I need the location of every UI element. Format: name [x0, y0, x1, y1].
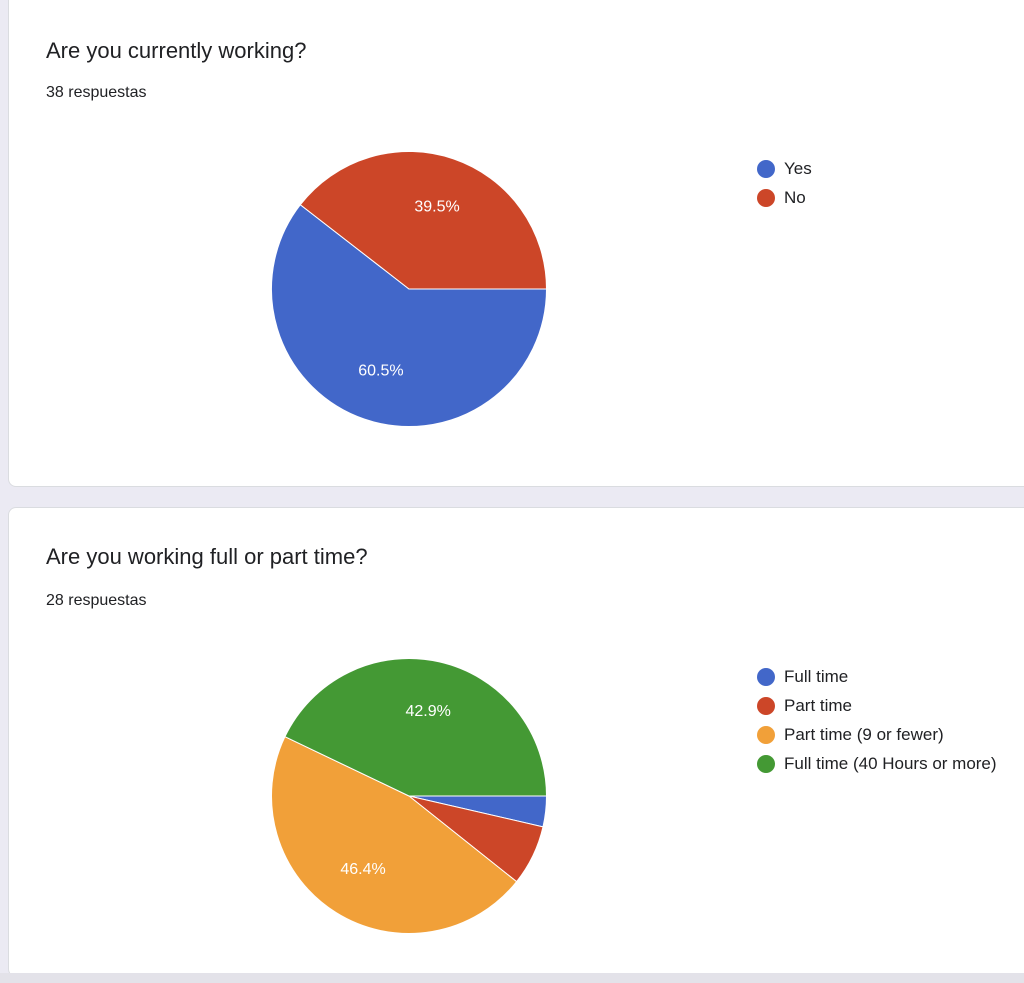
legend-item-yes[interactable]: Yes — [757, 154, 812, 183]
legend-label: Part time — [784, 695, 853, 715]
chart-legend: Yes No — [757, 154, 812, 212]
slice-value-label: 42.9% — [405, 703, 450, 720]
legend-swatch-icon — [757, 754, 775, 773]
legend-swatch-icon — [757, 159, 775, 178]
legend-item-full-time[interactable]: Full time — [757, 662, 997, 691]
legend-swatch-icon — [757, 696, 775, 715]
legend-swatch-icon — [757, 725, 775, 744]
question-card-work-hours: Are you working full or part time? 28 re… — [8, 507, 1024, 977]
pie-slice-no[interactable] — [299, 151, 548, 290]
legend-label: Full time — [784, 666, 849, 686]
response-count: 38 respuestas — [46, 84, 147, 101]
legend-label: No — [784, 187, 806, 207]
slice-value-label: 39.5% — [414, 199, 459, 216]
legend-label: Part time (9 or fewer) — [784, 724, 944, 744]
pie-slice-full-time-40-hours-or-more[interactable] — [284, 658, 548, 797]
legend-label: Full time (40 Hours or more) — [784, 753, 997, 773]
pie-slice-part-time-9-or-fewer[interactable] — [271, 736, 518, 934]
legend-label: Yes — [784, 158, 812, 178]
legend-item-part-time[interactable]: Part time — [757, 691, 997, 720]
legend-item-full-time-40-hours-or-more[interactable]: Full time (40 Hours or more) — [757, 749, 997, 778]
slice-value-label: 46.4% — [340, 861, 385, 878]
page-bottom-edge — [0, 973, 1024, 983]
response-count: 28 respuestas — [46, 592, 147, 609]
question-title: Are you working full or part time? — [46, 544, 368, 569]
chart-legend: Full time Part time Part time (9 or fewer)… — [757, 662, 997, 778]
pie-chart-work-hours: 46.4% 42.9% — [271, 658, 548, 934]
pie-slice-yes[interactable] — [271, 204, 548, 427]
legend-swatch-icon — [757, 188, 775, 207]
pie-chart-current-work: 60.5% 39.5% — [271, 151, 548, 427]
slice-value-label: 60.5% — [358, 362, 403, 379]
legend-item-part-time-9-or-fewer[interactable]: Part time (9 or fewer) — [757, 720, 997, 749]
legend-item-no[interactable]: No — [757, 183, 812, 212]
question-title: Are you currently working? — [46, 38, 307, 63]
legend-swatch-icon — [757, 667, 775, 686]
question-card-current-work: Are you currently working? 38 respuestas… — [8, 0, 1024, 487]
